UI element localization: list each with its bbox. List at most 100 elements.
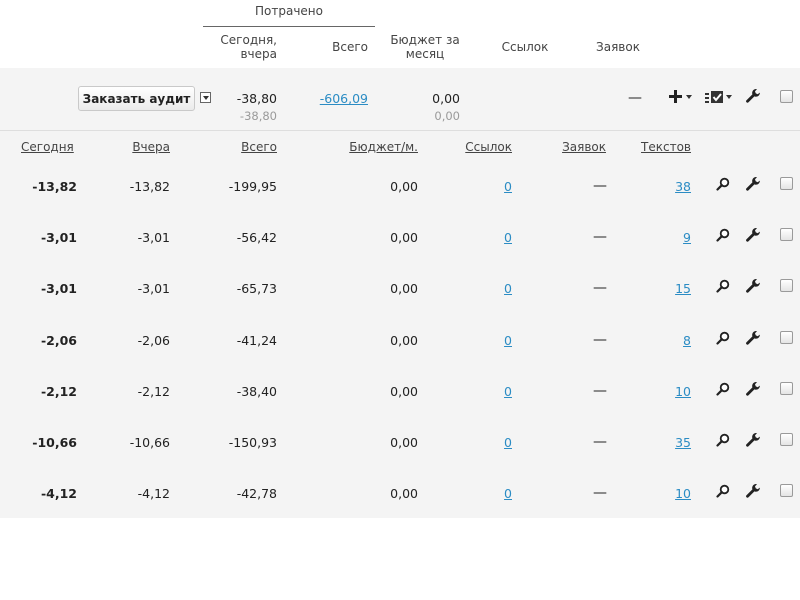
header-today-yesterday: Сегодня, вчера [200,33,277,61]
header-links: Ссылок [501,40,549,54]
column-requests[interactable]: Заявок [562,140,606,154]
row-requests: — [593,383,607,399]
summary-today-value: -38,80 [236,91,277,106]
row-texts-link[interactable]: 38 [675,179,691,194]
wrench-icon [745,330,761,346]
row-links-link[interactable]: 0 [504,179,512,194]
row-texts-link[interactable]: 10 [675,384,691,399]
row-settings[interactable] [745,381,761,397]
row-total: -56,42 [236,230,277,245]
row-links-link[interactable]: 0 [504,281,512,296]
row-settings[interactable] [745,176,761,192]
header-today-yesterday-line1: Сегодня, [220,33,277,47]
summary-budget-value: 0,00 [432,91,460,106]
table-row: -2,12 -2,12 -38,40 0,00 0 — 10 [0,382,800,402]
row-yesterday: -3,01 [137,281,170,296]
row-budget: 0,00 [390,281,418,296]
summary-requests-dash: — [628,90,642,106]
row-links-link[interactable]: 0 [504,333,512,348]
row-select-checkbox[interactable] [780,228,793,241]
row-texts-link[interactable]: 10 [675,486,691,501]
row-today: -2,06 [40,333,77,348]
row-search[interactable] [716,279,730,293]
row-budget: 0,00 [390,333,418,348]
header-budget-month: Бюджет за месяц [385,33,465,61]
row-search[interactable] [716,433,730,447]
row-select-checkbox[interactable] [780,279,793,292]
magnifier-icon [716,433,730,447]
row-select-checkbox[interactable] [780,382,793,395]
bulk-select-menu[interactable] [705,90,733,104]
row-budget: 0,00 [390,486,418,501]
row-today: -2,12 [40,384,77,399]
magnifier-icon [716,228,730,242]
row-settings[interactable] [745,483,761,499]
row-requests: — [593,178,607,194]
row-select-checkbox[interactable] [780,433,793,446]
summary-total-link[interactable]: -606,09 [319,91,368,106]
row-total: -42,78 [236,486,277,501]
column-today[interactable]: Сегодня [21,140,74,154]
row-total: -199,95 [228,179,277,194]
row-links-link[interactable]: 0 [504,435,512,450]
wrench-icon [745,483,761,499]
row-budget: 0,00 [390,384,418,399]
row-settings[interactable] [745,432,761,448]
wrench-icon [746,89,760,103]
row-yesterday: -2,12 [137,384,170,399]
row-search[interactable] [716,331,730,345]
magnifier-icon [716,484,730,498]
magnifier-icon [716,279,730,293]
row-budget: 0,00 [390,435,418,450]
wrench-icon [745,176,761,192]
header-today-yesterday-line2: вчера [240,47,277,61]
table-row: -3,01 -3,01 -56,42 0,00 0 — 9 [0,228,800,248]
row-links-link[interactable]: 0 [504,230,512,245]
row-requests: — [593,332,607,348]
column-links[interactable]: Ссылок [465,140,512,154]
row-yesterday: -13,82 [129,179,170,194]
row-select-checkbox[interactable] [780,331,793,344]
row-yesterday: -3,01 [137,230,170,245]
spent-group-label: Потрачено [255,4,323,18]
row-search[interactable] [716,177,730,191]
row-search[interactable] [716,228,730,242]
spent-group-divider [203,26,375,27]
row-yesterday: -10,66 [129,435,170,450]
row-texts-link[interactable]: 8 [683,333,691,348]
row-today: -3,01 [40,230,77,245]
row-links-link[interactable]: 0 [504,486,512,501]
column-budget-month[interactable]: Бюджет/м. [349,140,418,154]
row-search[interactable] [716,484,730,498]
order-audit-button[interactable]: Заказать аудит [78,86,195,111]
row-select-checkbox[interactable] [780,177,793,190]
column-yesterday[interactable]: Вчера [132,140,170,154]
summary-select-checkbox[interactable] [780,90,793,103]
row-budget: 0,00 [390,230,418,245]
wrench-icon [745,227,761,243]
row-settings[interactable] [745,278,761,294]
row-yesterday: -4,12 [137,486,170,501]
row-today: -3,01 [40,281,77,296]
checkbox-select-icon [705,91,732,103]
row-requests: — [593,485,607,501]
add-menu[interactable] [669,89,695,105]
audit-dropdown-toggle[interactable] [200,92,211,103]
table-row: -4,12 -4,12 -42,78 0,00 0 — 10 [0,484,800,504]
header-total: Всего [332,40,368,54]
row-links-link[interactable]: 0 [504,384,512,399]
row-texts-link[interactable]: 9 [683,230,691,245]
row-settings[interactable] [745,227,761,243]
column-texts[interactable]: Текстов [641,140,691,154]
column-total[interactable]: Всего [241,140,277,154]
row-texts-link[interactable]: 15 [675,281,691,296]
row-settings[interactable] [745,330,761,346]
wrench-icon [745,432,761,448]
row-texts-link[interactable]: 35 [675,435,691,450]
table-row: -3,01 -3,01 -65,73 0,00 0 — 15 [0,279,800,299]
row-search[interactable] [716,382,730,396]
summary-settings[interactable] [745,88,761,104]
row-budget: 0,00 [390,179,418,194]
magnifier-icon [716,177,730,191]
row-select-checkbox[interactable] [780,484,793,497]
